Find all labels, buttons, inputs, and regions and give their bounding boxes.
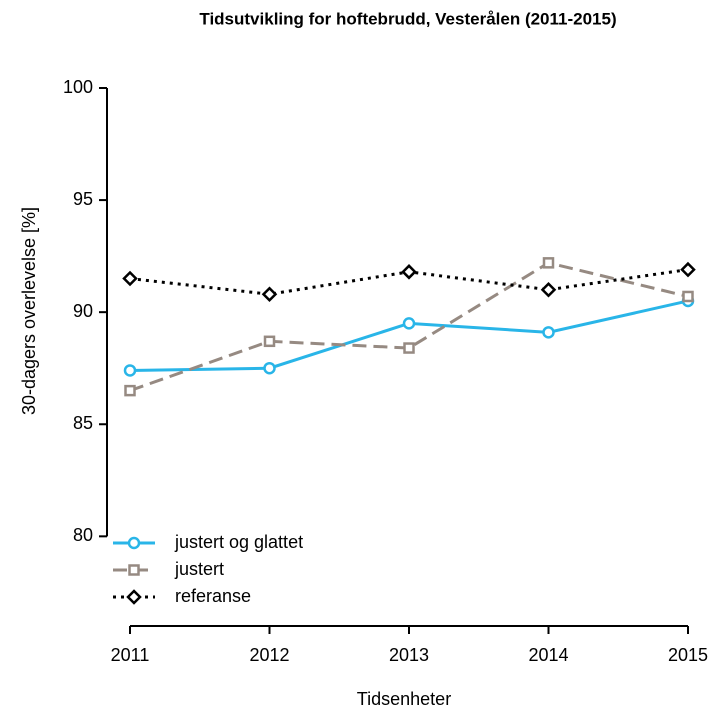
y-tick-label: 95 [73, 189, 93, 209]
x-tick-label: 2014 [528, 645, 568, 665]
legend-label: justert [174, 559, 224, 579]
data-point [122, 270, 138, 287]
legend-label: justert og glattet [174, 532, 303, 552]
data-point [263, 335, 276, 348]
legend-label: referanse [175, 586, 251, 606]
data-point [401, 264, 417, 280]
data-point [540, 281, 557, 298]
data-point [403, 342, 415, 354]
y-tick-label: 90 [73, 301, 93, 321]
data-point [682, 290, 694, 303]
legend-marker [126, 589, 142, 605]
data-point [124, 384, 136, 397]
y-tick-label: 100 [63, 77, 93, 97]
data-point [542, 326, 555, 339]
x-tick-label: 2013 [389, 645, 429, 665]
y-tick-label: 80 [73, 525, 93, 545]
data-point [261, 286, 278, 303]
legend-marker [127, 536, 141, 550]
y-axis-label: 30-dagers overlevelse [%] [19, 207, 39, 415]
x-tick-label: 2015 [668, 645, 708, 665]
data-point [402, 317, 416, 330]
legend-marker [128, 564, 140, 576]
y-tick-label: 85 [73, 413, 93, 433]
data-point [680, 261, 696, 278]
x-tick-label: 2011 [111, 645, 150, 665]
data-point [263, 361, 276, 375]
x-tick-label: 2012 [249, 645, 289, 665]
x-axis-label: Tidsenheter [357, 689, 451, 709]
data-point [542, 257, 555, 269]
chart-title: Tidsutvikling for hoftebrudd, Vesterålen… [199, 9, 616, 28]
data-point [123, 364, 137, 377]
